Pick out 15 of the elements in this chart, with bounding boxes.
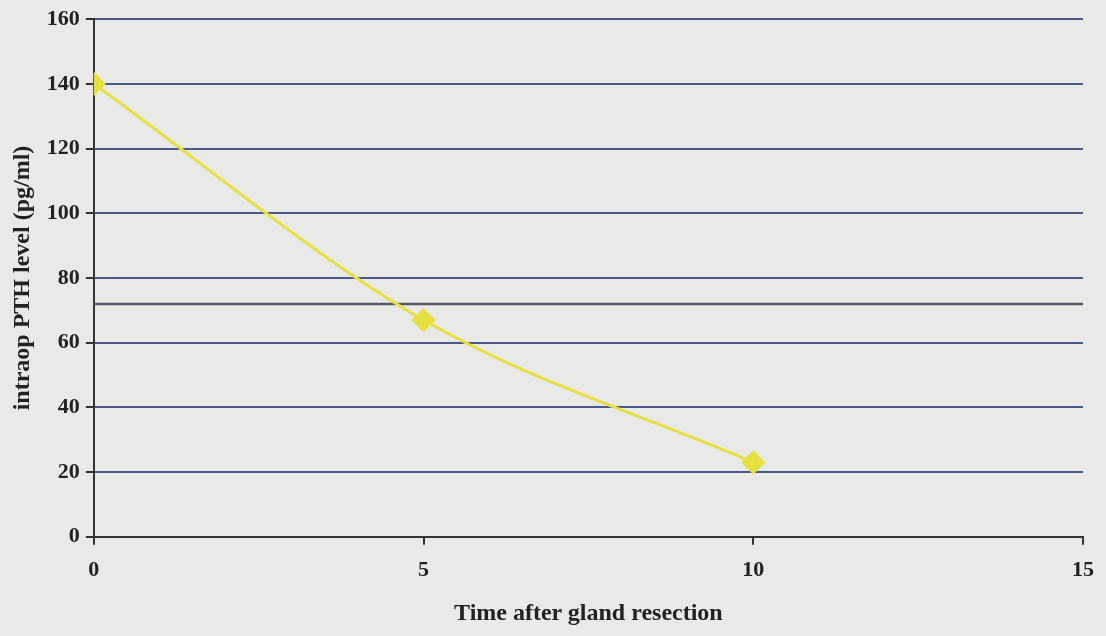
x-tick-label: 5 bbox=[418, 555, 430, 581]
y-tick-label: 140 bbox=[46, 69, 80, 95]
y-tick-label: 40 bbox=[57, 393, 80, 419]
x-tick-label: 0 bbox=[88, 555, 100, 581]
x-tick-label: 10 bbox=[742, 555, 765, 581]
y-tick-label: 80 bbox=[57, 263, 80, 289]
y-axis-title: intraop PTH level (pg/ml) bbox=[7, 145, 34, 411]
y-tick-label: 100 bbox=[46, 198, 80, 224]
y-tick-label: 60 bbox=[57, 328, 80, 354]
x-axis-title: Time after gland resection bbox=[454, 598, 723, 625]
y-tick-label: 0 bbox=[68, 522, 80, 548]
y-tick-label: 120 bbox=[46, 134, 80, 160]
x-tick-label: 15 bbox=[1072, 555, 1094, 581]
y-tick-label: 20 bbox=[57, 457, 80, 483]
y-tick-label: 160 bbox=[46, 4, 80, 30]
